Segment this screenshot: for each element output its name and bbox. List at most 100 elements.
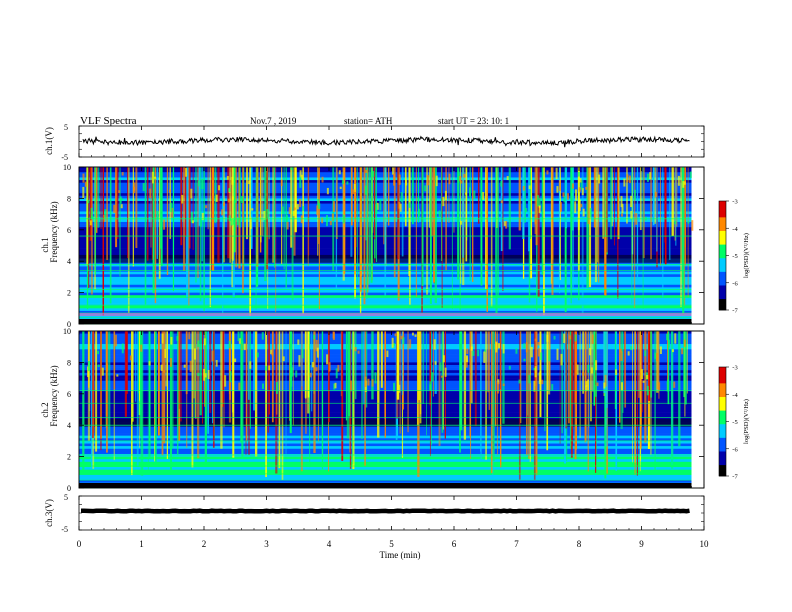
spec-sferic	[595, 331, 597, 473]
spec-sferic	[377, 331, 380, 438]
spec-sferic	[656, 331, 659, 393]
spec-sferic	[419, 331, 422, 424]
spec-sferic	[368, 167, 370, 284]
spec-sferic	[191, 331, 194, 468]
spec-sferic	[561, 331, 564, 434]
spec-speckle	[518, 379, 521, 384]
spec-speckle	[200, 219, 203, 227]
spec-sferic	[90, 167, 93, 295]
spec-sferic	[617, 167, 619, 299]
spec-sferic	[207, 167, 209, 230]
spec-speckle	[163, 219, 166, 230]
spec-speckle	[682, 181, 685, 188]
spec-sferic	[492, 331, 495, 462]
spec-speckle	[292, 210, 295, 217]
colorbar-segment	[719, 299, 726, 303]
spec-speckle	[241, 341, 244, 350]
spec-speckle	[649, 172, 652, 180]
spec-speckle	[357, 350, 360, 354]
spec-speckle	[644, 350, 647, 357]
spec-speckle	[120, 204, 123, 209]
spec-sferic	[189, 167, 191, 249]
spec-sferic	[212, 331, 214, 424]
spec-speckle	[154, 176, 157, 179]
spec-sferic	[639, 167, 642, 231]
spec-speckle	[674, 221, 677, 225]
spec-sferic	[602, 167, 604, 239]
spec-sferic	[527, 331, 530, 459]
spec-sferic	[384, 331, 386, 419]
spec-band	[79, 438, 692, 442]
spec-sferic	[552, 167, 554, 260]
spec-speckle	[587, 364, 590, 373]
spec-speckle	[232, 219, 235, 225]
spec-speckle	[556, 348, 559, 360]
colorbar-segment	[719, 369, 726, 373]
colorbar-segment	[719, 459, 726, 463]
spec-sferic	[528, 167, 530, 252]
spec-speckle	[211, 350, 214, 362]
spec-sferic	[209, 167, 211, 308]
spec-speckle	[291, 367, 294, 377]
spec-sferic	[397, 167, 400, 260]
spec-speckle	[681, 348, 684, 355]
spec-speckle	[580, 203, 583, 208]
time-tick-label: 10	[700, 539, 710, 549]
colorbar-segment	[719, 260, 726, 265]
spec-speckle	[309, 372, 312, 378]
spec-sferic	[678, 331, 681, 447]
colorbar-segment	[719, 456, 726, 461]
spec-sferic	[309, 331, 311, 468]
colorbar-segment	[719, 405, 726, 409]
spec-sferic	[572, 167, 574, 291]
colorbar-segment	[719, 201, 726, 205]
spec-speckle	[183, 364, 186, 368]
spec-speckle	[546, 170, 549, 175]
spec-speckle	[311, 361, 314, 368]
spec-sferic	[429, 167, 432, 304]
spec-sferic	[604, 167, 606, 237]
colorbar-segment	[719, 252, 726, 256]
ch3-waveform	[81, 508, 690, 514]
spec-sferic	[523, 167, 526, 223]
spec-sferic	[82, 331, 85, 475]
spec-speckle	[281, 206, 284, 214]
spec-speckle	[346, 181, 349, 185]
colorbar-segment	[719, 290, 726, 295]
spec-band	[79, 459, 692, 463]
spec-sferic	[154, 167, 157, 304]
spec-speckle	[466, 355, 468, 363]
spec-speckle	[580, 180, 583, 190]
spec-speckle	[316, 347, 319, 358]
colorbar-segment	[719, 274, 726, 278]
spec-speckle	[372, 170, 375, 177]
spec-speckle	[666, 333, 669, 341]
spec-sferic	[624, 331, 627, 408]
spec-speckle	[687, 221, 690, 224]
spec-speckle	[553, 335, 556, 340]
spec-sferic	[362, 331, 365, 405]
spec-sferic	[354, 331, 357, 400]
spec-sferic	[433, 167, 435, 283]
spec-bottom-strip	[79, 319, 692, 324]
freq-tick-label: 8	[67, 358, 71, 367]
colorbar-ch1: -3 -4 -5 -6 -7 log(PSD)(V²/Hz)	[718, 199, 750, 315]
spec-sferic	[668, 167, 671, 260]
colorbar-segment	[719, 241, 726, 246]
spec-sferic	[356, 167, 358, 286]
spec-speckle	[417, 208, 420, 217]
spec-speckle	[224, 375, 227, 387]
spec-speckle	[286, 214, 289, 222]
spec-speckle	[623, 178, 626, 187]
spec-sferic	[416, 331, 419, 425]
spec-sferic	[222, 331, 225, 407]
spec1-ylabel-ch: ch.1	[40, 237, 50, 252]
spec-sferic	[195, 167, 197, 283]
spec-sferic	[349, 331, 352, 469]
spec-speckle	[326, 354, 329, 365]
spec-sferic	[687, 167, 689, 298]
spec-speckle	[591, 334, 594, 344]
spec-speckle	[630, 346, 633, 351]
spec-speckle	[328, 362, 331, 372]
